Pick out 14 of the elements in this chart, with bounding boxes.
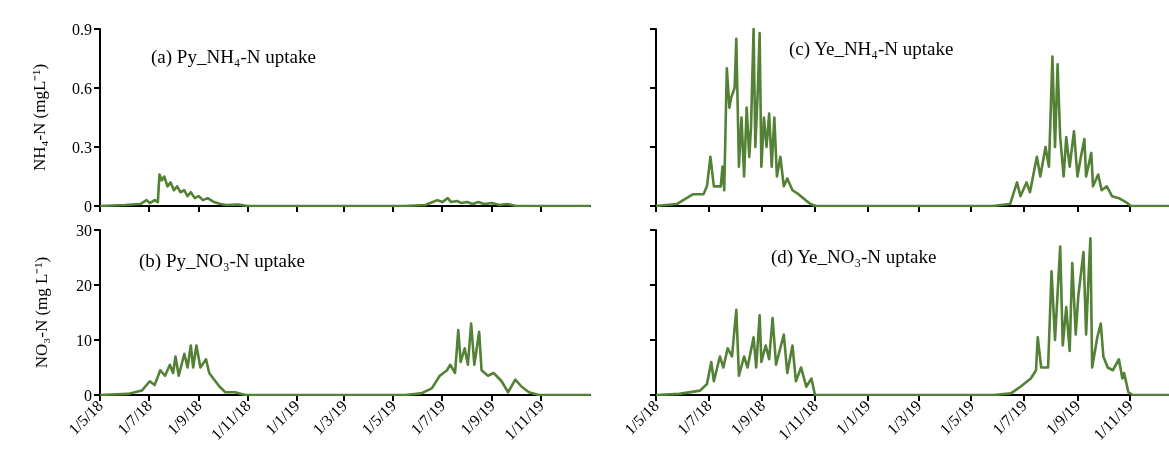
y-tick-label: 20 <box>76 276 92 294</box>
y-tick-label: 0.6 <box>72 79 92 97</box>
y-axis-title: NH₄-N (mgL⁻¹) <box>30 63 49 172</box>
y-axis-title: NO₃-N (mg L⁻¹) <box>32 256 51 369</box>
text: (c) Ye_NH₄-N uptake <box>789 38 954 60</box>
text: (b) Py_NO₃-N uptake <box>139 250 305 272</box>
y-tick-label: 0 <box>84 386 92 404</box>
y-tick-label: 10 <box>76 331 92 349</box>
y-tick-label: 0.9 <box>72 20 92 38</box>
text: (a) Py_NH₄-N uptake <box>151 46 316 68</box>
y-tick-label: 0.3 <box>72 138 92 156</box>
text: (d) Ye_NO₃-N uptake <box>771 246 937 268</box>
y-tick-label: 0 <box>84 197 92 215</box>
y-tick-label: 30 <box>76 221 92 239</box>
